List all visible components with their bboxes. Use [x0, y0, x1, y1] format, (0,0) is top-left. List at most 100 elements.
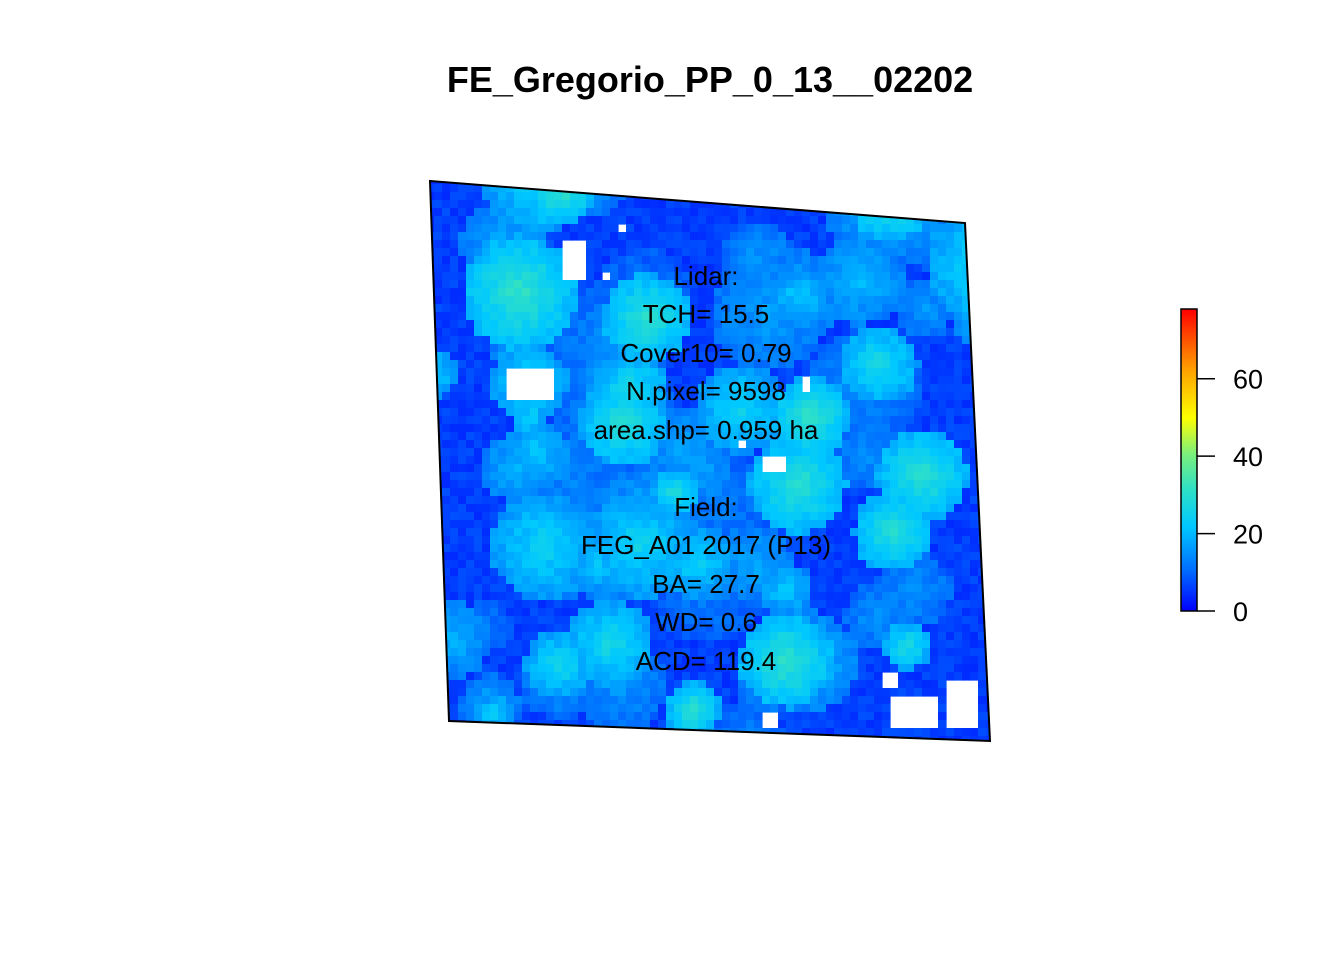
raster-cell: [466, 512, 475, 521]
raster-cell: [714, 264, 723, 273]
raster-cell: [562, 696, 571, 705]
raster-cell: [506, 432, 515, 441]
raster-cell: [490, 336, 499, 345]
raster-cell: [682, 688, 691, 697]
raster-cell: [586, 552, 595, 561]
raster-cell: [850, 488, 859, 497]
raster-cell: [810, 416, 819, 425]
raster-cell: [554, 312, 563, 321]
raster-cell: [602, 568, 611, 577]
raster-cell: [730, 360, 739, 369]
raster-cell: [962, 624, 971, 633]
raster-cell: [874, 304, 883, 313]
raster-cell: [594, 656, 603, 665]
raster-cell: [818, 608, 827, 617]
raster-cell: [626, 712, 635, 721]
raster-cell: [626, 304, 635, 313]
raster-cell: [610, 400, 619, 409]
raster-cell: [746, 224, 755, 233]
raster-cell: [730, 624, 739, 633]
raster-cell: [986, 368, 990, 377]
raster-cell: [786, 216, 795, 225]
raster-cell: [626, 448, 635, 457]
raster-cell: [770, 576, 779, 585]
raster-cell: [650, 392, 659, 401]
raster-cell: [890, 528, 899, 537]
raster-cell: [714, 704, 723, 713]
raster-cell: [554, 208, 563, 217]
raster-cell: [658, 600, 667, 609]
raster-cell: [658, 248, 667, 257]
raster-cell: [602, 552, 611, 561]
raster-cell: [866, 256, 875, 265]
raster-cell: [730, 392, 739, 401]
raster-cell: [962, 656, 971, 665]
raster-cell: [514, 736, 523, 741]
raster-cell: [786, 608, 795, 617]
raster-cell: [882, 184, 891, 193]
raster-cell: [618, 344, 627, 353]
raster-cell: [546, 440, 555, 449]
raster-cell: [866, 576, 875, 585]
raster-cell: [602, 640, 611, 649]
raster-cell: [554, 688, 563, 697]
raster-cell: [930, 200, 939, 209]
raster-cell: [978, 448, 987, 457]
raster-cell: [882, 688, 891, 697]
raster-cell: [594, 272, 603, 281]
raster-cell: [906, 328, 915, 337]
raster-cell: [882, 288, 891, 297]
raster-cell: [674, 480, 683, 489]
raster-cell: [978, 216, 987, 225]
raster-cell: [674, 400, 683, 409]
raster-cell: [930, 344, 939, 353]
raster-cell: [714, 480, 723, 489]
raster-cell: [746, 600, 755, 609]
raster-cell: [530, 424, 539, 433]
raster-cell: [450, 728, 459, 737]
raster-cell: [522, 576, 531, 585]
raster-cell: [554, 272, 563, 281]
raster-cell: [682, 264, 691, 273]
raster-cell: [978, 240, 987, 249]
raster-cell: [810, 256, 819, 265]
raster-cell: [794, 448, 803, 457]
raster-cell: [882, 264, 891, 273]
raster-cell: [498, 656, 507, 665]
raster-cell: [930, 392, 939, 401]
raster-cell: [850, 584, 859, 593]
raster-cell: [818, 480, 827, 489]
raster-cell: [522, 520, 531, 529]
raster-cell: [946, 344, 955, 353]
raster-cell: [482, 632, 491, 641]
raster-cell: [986, 376, 990, 385]
raster-cell: [578, 352, 587, 361]
raster-cell: [946, 456, 955, 465]
raster-cell: [714, 248, 723, 257]
raster-cell: [530, 728, 539, 737]
raster-cell: [834, 544, 843, 553]
raster-cell: [602, 528, 611, 537]
raster-cell: [770, 664, 779, 673]
raster-cell: [602, 720, 611, 729]
raster-cell: [698, 672, 707, 681]
raster-cell: [842, 408, 851, 417]
raster-cell: [490, 288, 499, 297]
raster-cell: [890, 504, 899, 513]
raster-cell: [450, 584, 459, 593]
raster-cell: [874, 656, 883, 665]
raster-cell: [826, 704, 835, 713]
raster-cell: [802, 344, 811, 353]
raster-cell: [874, 512, 883, 521]
raster-cell: [706, 568, 715, 577]
raster-cell: [514, 696, 523, 705]
raster-cell: [514, 360, 523, 369]
raster-cell: [706, 272, 715, 281]
raster-cell: [562, 408, 571, 417]
raster-cell: [674, 304, 683, 313]
raster-cell: [658, 720, 667, 729]
raster-cell: [898, 392, 907, 401]
raster-cell: [430, 536, 435, 545]
raster-cell: [578, 656, 587, 665]
raster-cell: [858, 312, 867, 321]
